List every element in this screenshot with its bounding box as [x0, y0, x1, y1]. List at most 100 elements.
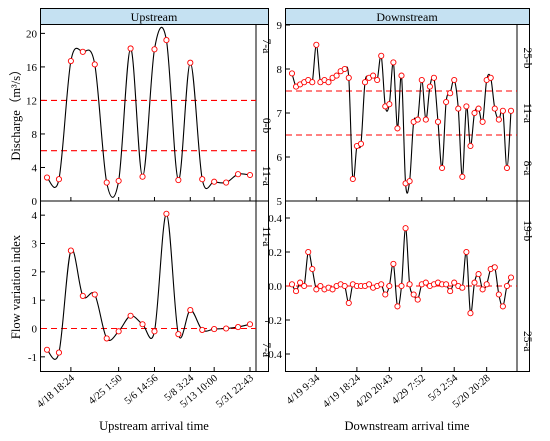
- downstream-fvi-point-53: [503, 282, 510, 290]
- downstream-fvi-point-38: [443, 281, 450, 288]
- downstream-fvi-point-7: [317, 282, 324, 290]
- downstream-discharge-point-11: [333, 72, 340, 79]
- downstream-fvi-ytick-label: -0.4: [265, 349, 283, 361]
- downstream-discharge-point-29: [406, 178, 413, 185]
- downstream-fvi-point-30: [410, 291, 417, 298]
- upstream-fvi-regime-label-1: 7-a: [260, 342, 272, 357]
- downstream-fvi-ytick-label: 0.4: [268, 213, 282, 225]
- downstream-fvi-point-33: [422, 279, 429, 286]
- downstream-fvi-point-48: [483, 281, 490, 288]
- upstream-fvi-point-6: [115, 328, 122, 335]
- downstream-discharge-point-0: [288, 70, 296, 77]
- upstream-discharge-point-9: [151, 46, 158, 53]
- upstream-fvi-point-3: [79, 292, 86, 299]
- downstream-fvi-point-6: [313, 286, 320, 293]
- upstream-discharge-regime-label-1: 0-b: [260, 118, 272, 134]
- downstream-fvi-point-27: [398, 282, 405, 290]
- upstream-fvi-point-9: [151, 328, 158, 335]
- downstream-discharge-ytick-label: 9: [277, 20, 283, 32]
- downstream-fvi-point-2: [297, 279, 304, 286]
- downstream-discharge-point-31: [414, 116, 421, 123]
- downstream-fvi-point-22: [378, 281, 385, 288]
- downstream-fvi-point-26: [394, 303, 401, 310]
- downstream-fvi-point-10: [329, 286, 336, 293]
- upstream-discharge-ytick-label: 0: [32, 196, 38, 208]
- upstream-fvi-point-7: [127, 312, 134, 319]
- downstream-discharge-point-52: [499, 107, 506, 114]
- upstream-fvi-point-17: [246, 321, 254, 328]
- upstream-discharge-point-10: [163, 37, 170, 44]
- downstream-discharge-point-24: [386, 101, 393, 108]
- upstream-discharge-point-4: [91, 61, 98, 68]
- upstream-discharge-point-2: [67, 57, 74, 65]
- upstream-fvi-point-16: [235, 324, 242, 331]
- downstream-discharge-ytick-label: 8: [277, 64, 283, 76]
- ylabel-flow-variation-index: Flow variation index: [9, 234, 23, 339]
- downstream-discharge-point-32: [418, 76, 425, 84]
- downstream-fvi-point-31: [414, 296, 421, 303]
- downstream-discharge-ytick-label: 6: [277, 152, 283, 164]
- downstream-fvi-point-42: [459, 284, 466, 291]
- upstream-discharge-ytick-label: 16: [26, 62, 38, 74]
- downstream-fvi-point-25: [390, 260, 397, 267]
- downstream-discharge-point-50: [491, 105, 498, 112]
- upstream-discharge-ytick-label: 8: [32, 129, 38, 141]
- downstream-fvi-point-39: [447, 288, 454, 295]
- downstream-fvi-point-47: [479, 286, 486, 293]
- downstream-discharge-point-25: [390, 59, 397, 66]
- upstream-fvi-ytick-label: 0: [32, 324, 38, 336]
- downstream-fvi-point-3: [301, 282, 308, 290]
- xlabel-upstream: Upstream arrival time: [99, 419, 209, 433]
- upstream-discharge-ytick-label: 12: [26, 95, 37, 107]
- downstream-discharge-regime-label-2: 8-a: [521, 161, 533, 176]
- upstream-fvi-point-15: [223, 325, 230, 332]
- downstream-discharge-point-42: [459, 173, 466, 180]
- upstream-discharge-point-12: [187, 59, 194, 66]
- downstream-discharge-point-26: [394, 125, 401, 132]
- downstream-discharge-point-39: [447, 90, 454, 97]
- upstream-fvi-ytick-label: 2: [32, 267, 38, 279]
- upstream-fvi-point-14: [211, 326, 218, 333]
- downstream-discharge-point-44: [467, 142, 474, 150]
- upstream-fvi-point-4: [91, 291, 98, 298]
- upstream-discharge-point-7: [127, 45, 134, 52]
- downstream-fvi-point-54: [507, 274, 515, 281]
- upstream-fvi-point-13: [199, 326, 206, 333]
- downstream-fvi-point-46: [475, 271, 482, 278]
- upstream-discharge-point-14: [211, 178, 218, 185]
- downstream-discharge-point-21: [374, 76, 381, 84]
- downstream-fvi-point-4: [305, 248, 312, 256]
- downstream-fvi-regime-label-1: 25-a: [521, 331, 533, 351]
- downstream-discharge-point-38: [443, 98, 450, 106]
- downstream-fvi-point-43: [463, 248, 470, 256]
- upstream-fvi-point-1: [55, 349, 62, 356]
- upstream-discharge-point-15: [223, 179, 230, 186]
- upstream-discharge-point-16: [235, 171, 242, 178]
- downstream-discharge-point-17: [357, 140, 364, 147]
- downstream-frame: [285, 24, 530, 372]
- downstream-discharge-point-53: [503, 164, 510, 172]
- downstream-discharge-point-15: [349, 175, 356, 183]
- upstream-discharge-point-13: [199, 176, 206, 183]
- upstream-discharge-point-17: [246, 171, 254, 179]
- downstream-discharge-point-9: [325, 79, 332, 86]
- downstream-fvi-point-50: [491, 264, 498, 271]
- downstream-discharge-point-46: [475, 105, 482, 112]
- downstream-fvi-point-14: [345, 299, 352, 307]
- downstream-discharge-point-43: [463, 103, 470, 110]
- downstream-fvi-point-52: [499, 303, 506, 310]
- upstream-fvi-point-8: [139, 321, 146, 328]
- downstream-discharge-point-36: [434, 118, 442, 125]
- downstream-discharge-ytick-label: 5: [277, 196, 283, 208]
- downstream-discharge-regime-label-0: 25-b: [521, 47, 533, 68]
- downstream-discharge-point-33: [422, 116, 429, 123]
- downstream-discharge-point-37: [439, 164, 446, 172]
- downstream-fvi-point-19: [366, 281, 373, 288]
- upstream-fvi-point-10: [163, 210, 170, 217]
- downstream-discharge-point-45: [471, 109, 478, 117]
- upstream-fvi-point-12: [187, 307, 194, 314]
- upstream-fvi-point-2: [67, 247, 74, 254]
- upstream-fvi-regime-label-0: 11-a: [260, 226, 272, 246]
